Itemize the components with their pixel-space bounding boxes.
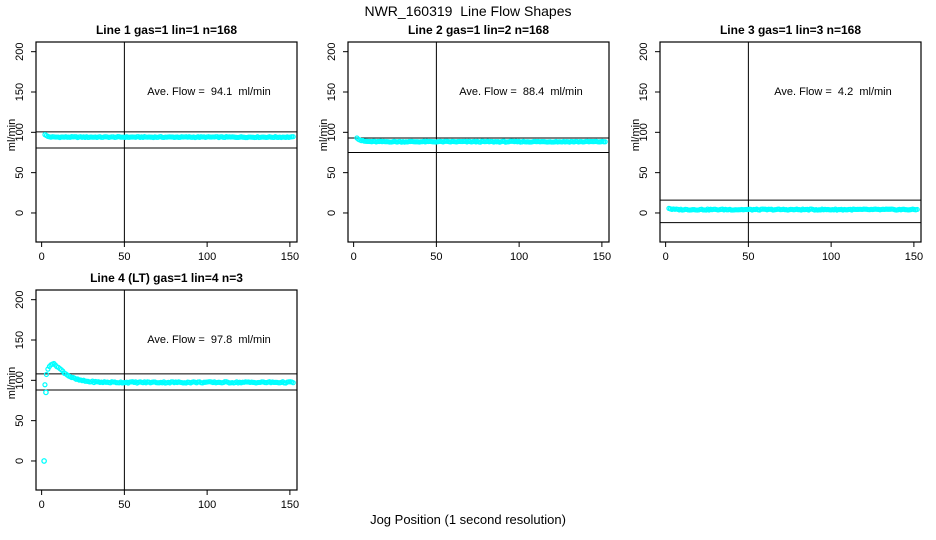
x-axis-label: Jog Position (1 second resolution) (370, 512, 566, 527)
data-point (602, 139, 608, 145)
x-tick-label: 50 (430, 251, 442, 263)
panel-title: Line 3 gas=1 lin=3 n=168 (719, 23, 862, 37)
y-tick-label: 150 (14, 83, 26, 101)
y-axis-label: ml/min (6, 366, 18, 400)
plot-box (35, 41, 298, 243)
x-tick-label: 150 (281, 499, 299, 511)
plot-box (35, 289, 298, 491)
y-tick-label: 200 (14, 290, 26, 308)
x-tick-label: 150 (905, 251, 923, 263)
x-tick-label: 150 (281, 251, 299, 263)
y-axis-label: ml/min (318, 118, 330, 152)
x-tick-label: 0 (39, 251, 45, 263)
outlier-data-point (41, 458, 47, 464)
avg-flow-annotation: Ave. Flow = 4.2 ml/min (774, 86, 892, 98)
plot-box (659, 41, 922, 243)
data-point (43, 371, 50, 378)
x-tick-label: 100 (822, 251, 840, 263)
y-tick-label: 0 (14, 210, 26, 216)
y-tick-label: 150 (638, 83, 650, 101)
avg-flow-annotation: Ave. Flow = 97.8 ml/min (147, 334, 271, 346)
x-tick-label: 0 (351, 251, 357, 263)
x-tick-label: 150 (593, 251, 611, 263)
avg-flow-annotation: Ave. Flow = 88.4 ml/min (459, 86, 583, 98)
y-tick-label: 200 (14, 42, 26, 60)
y-tick-label: 0 (638, 210, 650, 216)
panel-title: Line 2 gas=1 lin=2 n=168 (407, 23, 550, 37)
y-tick-label: 100 (14, 371, 26, 389)
x-tick-label: 0 (663, 251, 669, 263)
y-tick-label: 100 (638, 123, 650, 141)
data-point (914, 206, 920, 213)
y-tick-label: 150 (326, 83, 338, 101)
y-tick-label: 0 (326, 210, 338, 216)
y-tick-label: 50 (638, 167, 650, 179)
y-tick-label: 150 (14, 331, 26, 349)
outlier-data-point (43, 389, 49, 396)
x-tick-label: 50 (118, 499, 130, 511)
figure-title: NWR_160319 Line Flow Shapes (364, 3, 572, 19)
data-point (290, 380, 296, 386)
x-tick-label: 100 (198, 499, 216, 511)
panel-title: Line 1 gas=1 lin=1 n=168 (95, 23, 238, 37)
y-tick-label: 50 (326, 167, 338, 179)
y-axis-label: ml/min (630, 118, 642, 152)
x-tick-label: 100 (510, 251, 528, 263)
y-tick-label: 50 (14, 167, 26, 179)
data-point (42, 382, 48, 388)
avg-flow-annotation: Ave. Flow = 94.1 ml/min (147, 86, 271, 98)
y-tick-label: 0 (14, 458, 26, 464)
data-point (290, 134, 296, 140)
x-tick-label: 50 (742, 251, 754, 263)
y-tick-label: 200 (326, 42, 338, 60)
x-tick-label: 50 (118, 251, 130, 263)
y-tick-label: 200 (638, 42, 650, 60)
plot-box (347, 41, 610, 243)
y-tick-label: 50 (14, 415, 26, 427)
x-tick-label: 0 (39, 499, 45, 511)
y-axis-label: ml/min (6, 118, 18, 152)
y-tick-label: 100 (14, 123, 26, 141)
x-tick-label: 100 (198, 251, 216, 263)
y-tick-label: 100 (326, 123, 338, 141)
panel-title: Line 4 (LT) gas=1 lin=4 n=3 (90, 271, 243, 285)
